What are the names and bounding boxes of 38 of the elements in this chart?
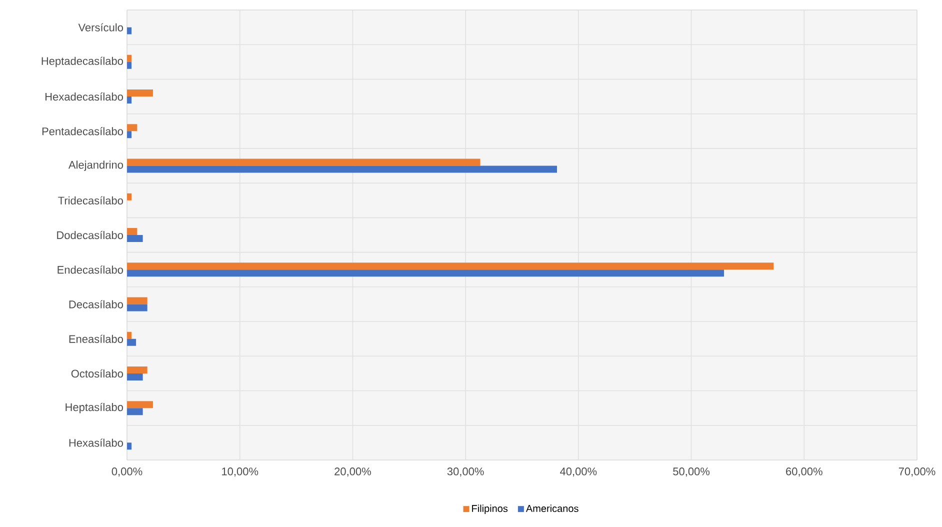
y-tick-label: Versículo: [78, 23, 123, 32]
x-tick-label: 50,00%: [673, 468, 710, 477]
bar: [127, 297, 148, 304]
y-tick-label: Hexadecasílabo: [46, 92, 123, 101]
bar: [127, 166, 557, 173]
bar: [127, 158, 480, 166]
bar: [127, 262, 774, 270]
y-tick-label: Pentadecasílabo: [42, 127, 123, 136]
bar: [127, 366, 148, 374]
bar: [127, 338, 136, 346]
y-tick-label: Endecasílabo: [58, 266, 123, 274]
bar: [127, 270, 724, 277]
y-tick-label: Dodecasílabo: [57, 230, 123, 240]
x-tick-label: 30,00%: [447, 468, 484, 477]
y-tick-label: Eneasílabo: [69, 334, 123, 343]
y-tick-label: Tridecasílabo: [58, 196, 123, 204]
bar: [127, 90, 153, 97]
bar: [127, 124, 138, 132]
legend-label: Americanos: [526, 504, 578, 512]
x-tick-label: 20,00%: [334, 468, 371, 477]
bar: [127, 373, 143, 380]
y-tick-label: Heptasílabo: [66, 402, 123, 414]
y-tick-label: Hexasílabo: [69, 438, 123, 447]
y-tick-label: Octosílabo: [71, 369, 123, 378]
bar: [127, 234, 143, 242]
bar: [127, 408, 143, 416]
y-tick-label: Heptadecasílabo: [42, 56, 123, 68]
y-tick-label: Decasílabo: [69, 300, 123, 308]
bar: [127, 228, 138, 235]
legend-label: Filipinos: [472, 504, 508, 514]
x-tick-label: 70,00%: [898, 468, 936, 477]
bar: [127, 401, 153, 408]
bar: [127, 304, 148, 312]
x-tick-label: 10,00%: [222, 468, 258, 477]
x-tick-label: 60,00%: [786, 468, 822, 477]
y-tick-label: Alejandrino: [68, 160, 123, 171]
x-tick-label: 40,00%: [560, 468, 597, 477]
x-tick-label: 0,00%: [112, 468, 142, 477]
